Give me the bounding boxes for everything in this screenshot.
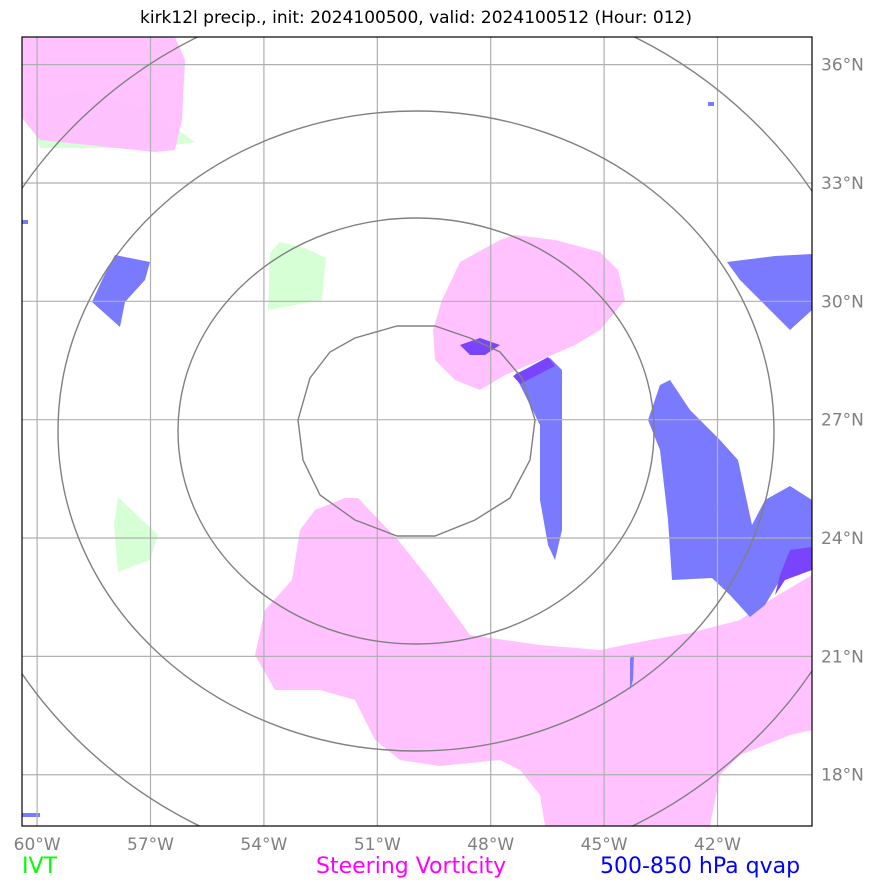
range-ring-1	[297, 325, 536, 537]
legend-steering-vorticity: Steering Vorticity	[316, 854, 507, 879]
map-title: kirk12l precip., init: 2024100500, valid…	[140, 8, 692, 28]
latitude-tick-label: 36°N	[821, 56, 864, 76]
latitude-tick-label: 18°N	[821, 766, 864, 786]
vorticity-region	[255, 498, 812, 826]
range-ring-3	[57, 110, 775, 752]
vorticity-region	[22, 37, 185, 152]
qvap-region	[630, 655, 634, 690]
latitude-tick-label: 21°N	[821, 647, 864, 667]
latitude-tick-label: 33°N	[821, 174, 864, 194]
longitude-tick-labels: 60°W 57°W 54°W 51°W 48°W 45°W 42°W	[14, 835, 742, 855]
longitude-tick-label: 45°W	[581, 835, 628, 855]
qvap-region	[708, 102, 714, 106]
longitude-tick-label: 60°W	[14, 835, 61, 855]
legend-qvap: 500-850 hPa qvap	[600, 854, 801, 879]
ivt-field	[30, 90, 326, 572]
qvap-region	[648, 380, 812, 617]
qvap-region	[22, 220, 28, 224]
plot-frame	[21, 36, 813, 827]
latitude-tick-label: 30°N	[821, 292, 864, 312]
overlap-region	[460, 338, 500, 355]
latitude-tick-label: 27°N	[821, 411, 864, 431]
overlap-field	[460, 338, 812, 595]
ivt-region	[268, 242, 326, 310]
range-ring-2	[177, 217, 655, 645]
overlap-region	[775, 547, 812, 595]
vorticity-region	[433, 235, 625, 390]
qvap-field	[22, 102, 812, 817]
qvap-region	[22, 813, 40, 817]
qvap-region	[92, 255, 150, 327]
legend-ivt: IVT	[22, 854, 57, 879]
qvap-region	[727, 254, 812, 330]
longitude-tick-label: 57°W	[127, 835, 174, 855]
longitude-tick-label: 42°W	[694, 835, 741, 855]
qvap-region	[704, 448, 725, 515]
longitude-tick-label: 54°W	[240, 835, 287, 855]
longitude-tick-label: 48°W	[467, 835, 514, 855]
latitude-tick-label: 24°N	[821, 529, 864, 549]
overlap-region	[513, 357, 555, 384]
latitude-tick-labels: 36°N 33°N 30°N 27°N 24°N 21°N 18°N	[821, 56, 864, 786]
qvap-region	[515, 358, 562, 560]
longitude-tick-label: 51°W	[354, 835, 401, 855]
ivt-region	[114, 497, 158, 572]
